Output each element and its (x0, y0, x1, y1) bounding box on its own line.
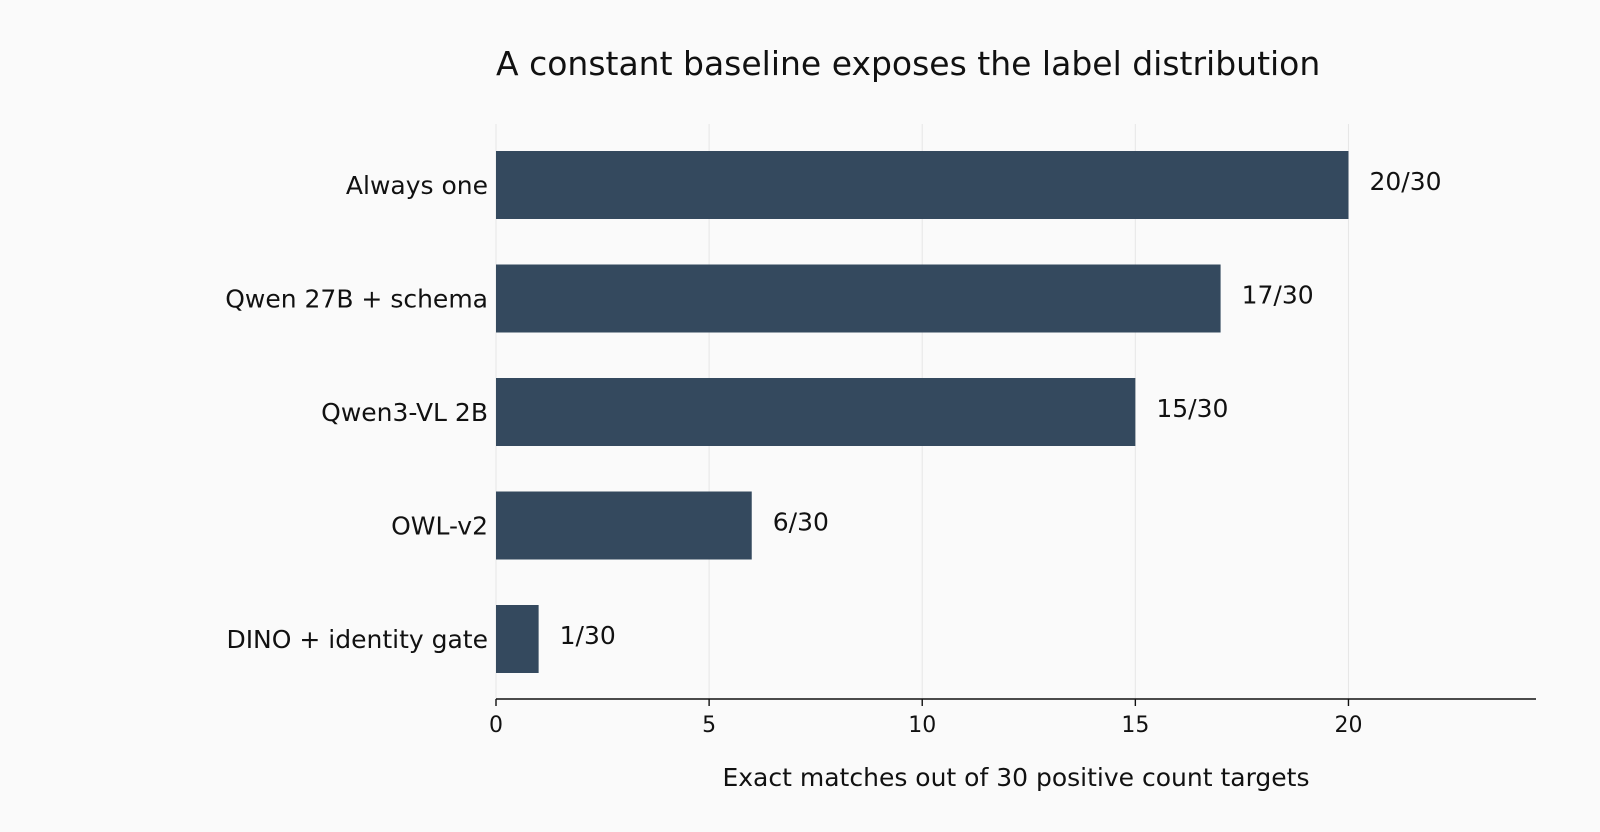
value-label-3: 15/30 (1156, 394, 1228, 423)
x-axis-label: Exact matches out of 30 positive count t… (722, 763, 1309, 792)
category-labels: Always one Qwen 27B + schema Qwen3-VL 2B OW… (225, 171, 488, 654)
category-label-2: Qwen 27B + schema (225, 285, 488, 314)
category-label-5: DINO + identity gate (226, 625, 488, 654)
value-labels: 20/30 17/30 15/30 6/30 1/30 (560, 167, 1442, 650)
bar-5 (496, 605, 539, 673)
value-label-5: 1/30 (560, 621, 616, 650)
value-label-2: 17/30 (1242, 281, 1314, 310)
bar-1 (496, 151, 1349, 219)
bar-4 (496, 491, 752, 560)
category-label-1: Always one (346, 171, 488, 200)
x-tick-label-5: 5 (702, 713, 716, 738)
category-label-4: OWL-v2 (391, 512, 488, 541)
bar-3 (496, 378, 1136, 446)
x-tick-label-0: 0 (489, 713, 503, 738)
x-axis-ticks: 0 5 10 15 20 (489, 699, 1362, 738)
x-tick-label-10: 10 (908, 713, 936, 738)
chart-title: A constant baseline exposes the label di… (496, 44, 1320, 83)
value-label-1: 20/30 (1369, 167, 1441, 196)
x-tick-label-20: 20 (1334, 713, 1362, 738)
category-label-3: Qwen3-VL 2B (321, 398, 488, 427)
x-tick-label-15: 15 (1121, 713, 1149, 738)
value-label-4: 6/30 (773, 508, 829, 537)
bar-2 (496, 264, 1221, 333)
bars (496, 151, 1349, 673)
